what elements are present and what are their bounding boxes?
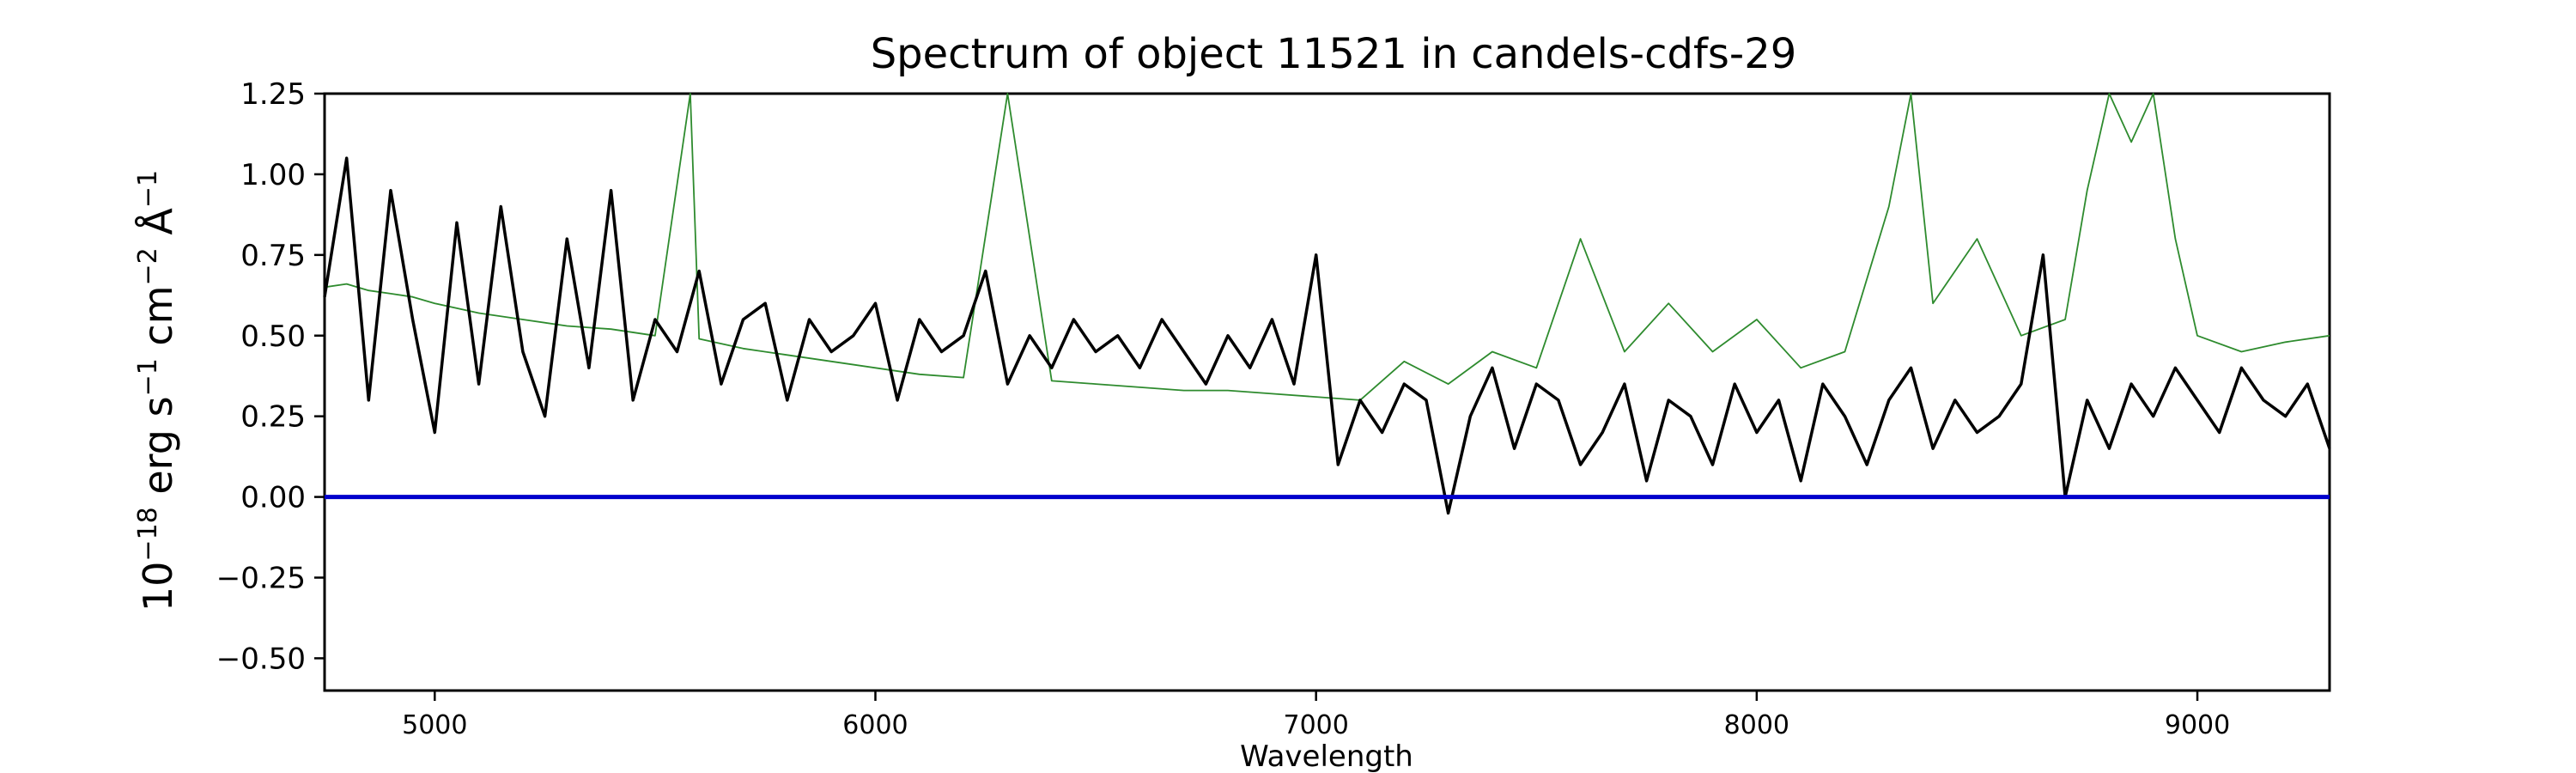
y-axis-label: 10−18 erg s−1 cm−2 Å−1 (133, 170, 181, 612)
flux-line (323, 156, 2331, 515)
y-label-unit1: erg s (135, 396, 181, 507)
y-label-exp3: −1 (133, 170, 163, 208)
x-tick-label: 8000 (1724, 710, 1789, 740)
chart-title: Spectrum of object 11521 in candels-cdfs… (871, 30, 1797, 78)
error-line (324, 93, 2330, 401)
y-tick-label: 1.00 (240, 158, 306, 192)
y-label-exp2: −2 (133, 247, 163, 285)
y-tick-label: 0.50 (240, 320, 306, 354)
y-tick-label: 0.00 (240, 481, 306, 515)
y-axis-ticks: −0.50 −0.25 0.00 0.25 0.50 0.75 1.00 1.25 (216, 77, 325, 676)
x-axis-ticks: 5000 6000 7000 8000 9000 (402, 691, 2230, 740)
y-tick-label: 1.25 (240, 77, 306, 112)
y-tick-label: 0.75 (240, 239, 306, 273)
plot-frame (323, 92, 2331, 692)
y-label-unit3: Å (135, 208, 181, 248)
y-label-exp1: −1 (133, 358, 163, 396)
x-tick-label: 6000 (842, 710, 908, 740)
x-tick-label: 9000 (2165, 710, 2230, 740)
y-label-base: 10 (135, 562, 181, 612)
x-tick-label: 5000 (402, 710, 467, 740)
flux-series (323, 156, 2331, 515)
y-label-unit2: cm (135, 285, 181, 358)
y-tick-label: −0.50 (216, 642, 306, 676)
y-tick-label: 0.25 (240, 400, 306, 435)
y-label-exp: −18 (133, 507, 163, 561)
x-axis-label: Wavelength (1240, 740, 1413, 773)
y-tick-label: −0.25 (216, 562, 306, 596)
error-series (324, 93, 2330, 401)
x-tick-label: 7000 (1283, 710, 1348, 740)
